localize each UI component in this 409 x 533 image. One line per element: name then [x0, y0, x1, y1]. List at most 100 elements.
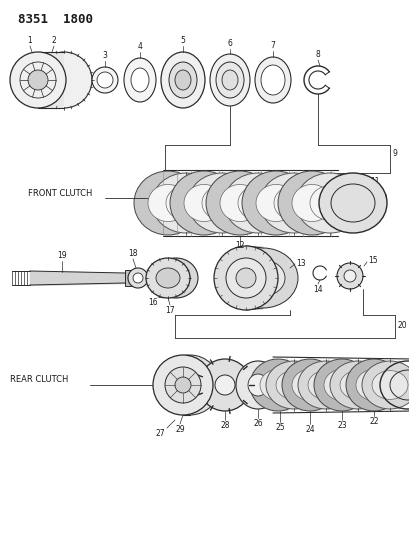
- Ellipse shape: [259, 369, 295, 401]
- Text: 10: 10: [377, 193, 387, 203]
- Ellipse shape: [225, 258, 265, 298]
- Text: 28: 28: [220, 421, 229, 430]
- Text: 17: 17: [165, 306, 174, 315]
- Ellipse shape: [237, 185, 277, 221]
- Text: 1: 1: [27, 36, 32, 45]
- Ellipse shape: [97, 72, 113, 88]
- Text: 8: 8: [315, 50, 319, 59]
- Ellipse shape: [10, 52, 66, 108]
- Ellipse shape: [295, 173, 363, 233]
- Ellipse shape: [209, 54, 249, 106]
- Ellipse shape: [241, 171, 309, 235]
- Ellipse shape: [152, 173, 220, 233]
- Ellipse shape: [339, 370, 375, 399]
- Text: 12: 12: [235, 241, 244, 250]
- Bar: [245, 246, 262, 310]
- Ellipse shape: [214, 375, 234, 395]
- Text: FRONT CLUTCH: FRONT CLUTCH: [28, 189, 92, 198]
- Ellipse shape: [175, 70, 191, 90]
- Ellipse shape: [236, 361, 279, 409]
- Bar: [182, 355, 189, 415]
- Text: 20: 20: [397, 320, 407, 329]
- Ellipse shape: [355, 369, 391, 401]
- Ellipse shape: [188, 173, 255, 233]
- Ellipse shape: [261, 65, 284, 95]
- Ellipse shape: [134, 171, 202, 235]
- Text: 7: 7: [270, 41, 275, 50]
- Ellipse shape: [345, 359, 401, 411]
- Text: 26: 26: [253, 419, 262, 428]
- Ellipse shape: [255, 184, 295, 222]
- Ellipse shape: [254, 57, 290, 103]
- Text: 22: 22: [369, 417, 378, 426]
- Ellipse shape: [265, 361, 321, 409]
- Ellipse shape: [216, 62, 243, 98]
- Text: 27: 27: [155, 429, 164, 438]
- Text: 9: 9: [392, 149, 397, 157]
- Ellipse shape: [336, 263, 362, 289]
- Ellipse shape: [166, 185, 205, 221]
- Ellipse shape: [169, 62, 196, 98]
- Ellipse shape: [343, 270, 355, 282]
- Bar: [38, 52, 64, 108]
- Ellipse shape: [175, 377, 191, 393]
- Ellipse shape: [275, 370, 311, 399]
- Text: REAR CLUTCH: REAR CLUTCH: [10, 376, 68, 384]
- Text: 6: 6: [227, 39, 232, 48]
- Text: 29: 29: [175, 425, 184, 434]
- Ellipse shape: [205, 171, 273, 235]
- Text: 2: 2: [52, 36, 56, 45]
- Ellipse shape: [146, 258, 189, 298]
- Ellipse shape: [170, 171, 237, 235]
- Ellipse shape: [307, 370, 343, 399]
- Text: 4: 4: [137, 42, 142, 51]
- Ellipse shape: [131, 68, 148, 92]
- Ellipse shape: [220, 184, 259, 222]
- Ellipse shape: [213, 246, 277, 310]
- Ellipse shape: [247, 374, 267, 396]
- Ellipse shape: [28, 70, 48, 90]
- Ellipse shape: [184, 184, 223, 222]
- Text: 13: 13: [295, 259, 305, 268]
- Text: 18: 18: [128, 249, 137, 258]
- Ellipse shape: [164, 367, 200, 403]
- Ellipse shape: [128, 268, 148, 288]
- Ellipse shape: [154, 258, 198, 298]
- Ellipse shape: [281, 359, 337, 411]
- Ellipse shape: [160, 355, 220, 415]
- Ellipse shape: [318, 173, 386, 233]
- Text: 24: 24: [304, 425, 314, 434]
- Ellipse shape: [291, 184, 331, 222]
- Ellipse shape: [198, 359, 250, 411]
- Text: 3: 3: [102, 51, 107, 60]
- Bar: [125, 270, 137, 286]
- Text: 15: 15: [367, 255, 377, 264]
- Text: 16: 16: [148, 298, 157, 307]
- Ellipse shape: [329, 361, 385, 409]
- Ellipse shape: [223, 173, 291, 233]
- Text: 8351  1800: 8351 1800: [18, 13, 93, 26]
- Ellipse shape: [313, 359, 369, 411]
- Ellipse shape: [92, 67, 118, 93]
- Ellipse shape: [124, 58, 155, 102]
- Ellipse shape: [153, 355, 213, 415]
- Text: 23: 23: [336, 421, 346, 430]
- Text: 11: 11: [369, 176, 379, 185]
- Ellipse shape: [221, 70, 237, 90]
- Text: 5: 5: [180, 36, 185, 45]
- Ellipse shape: [148, 184, 188, 222]
- Ellipse shape: [277, 171, 345, 235]
- Ellipse shape: [161, 52, 204, 108]
- Text: 25: 25: [274, 423, 284, 432]
- Ellipse shape: [259, 173, 327, 233]
- Ellipse shape: [240, 260, 284, 296]
- Ellipse shape: [291, 369, 327, 401]
- Ellipse shape: [155, 268, 180, 288]
- Ellipse shape: [297, 361, 353, 409]
- Text: 19: 19: [57, 251, 67, 260]
- Ellipse shape: [323, 369, 359, 401]
- Ellipse shape: [309, 185, 349, 221]
- Ellipse shape: [371, 370, 407, 399]
- Ellipse shape: [227, 248, 297, 308]
- Ellipse shape: [361, 361, 409, 409]
